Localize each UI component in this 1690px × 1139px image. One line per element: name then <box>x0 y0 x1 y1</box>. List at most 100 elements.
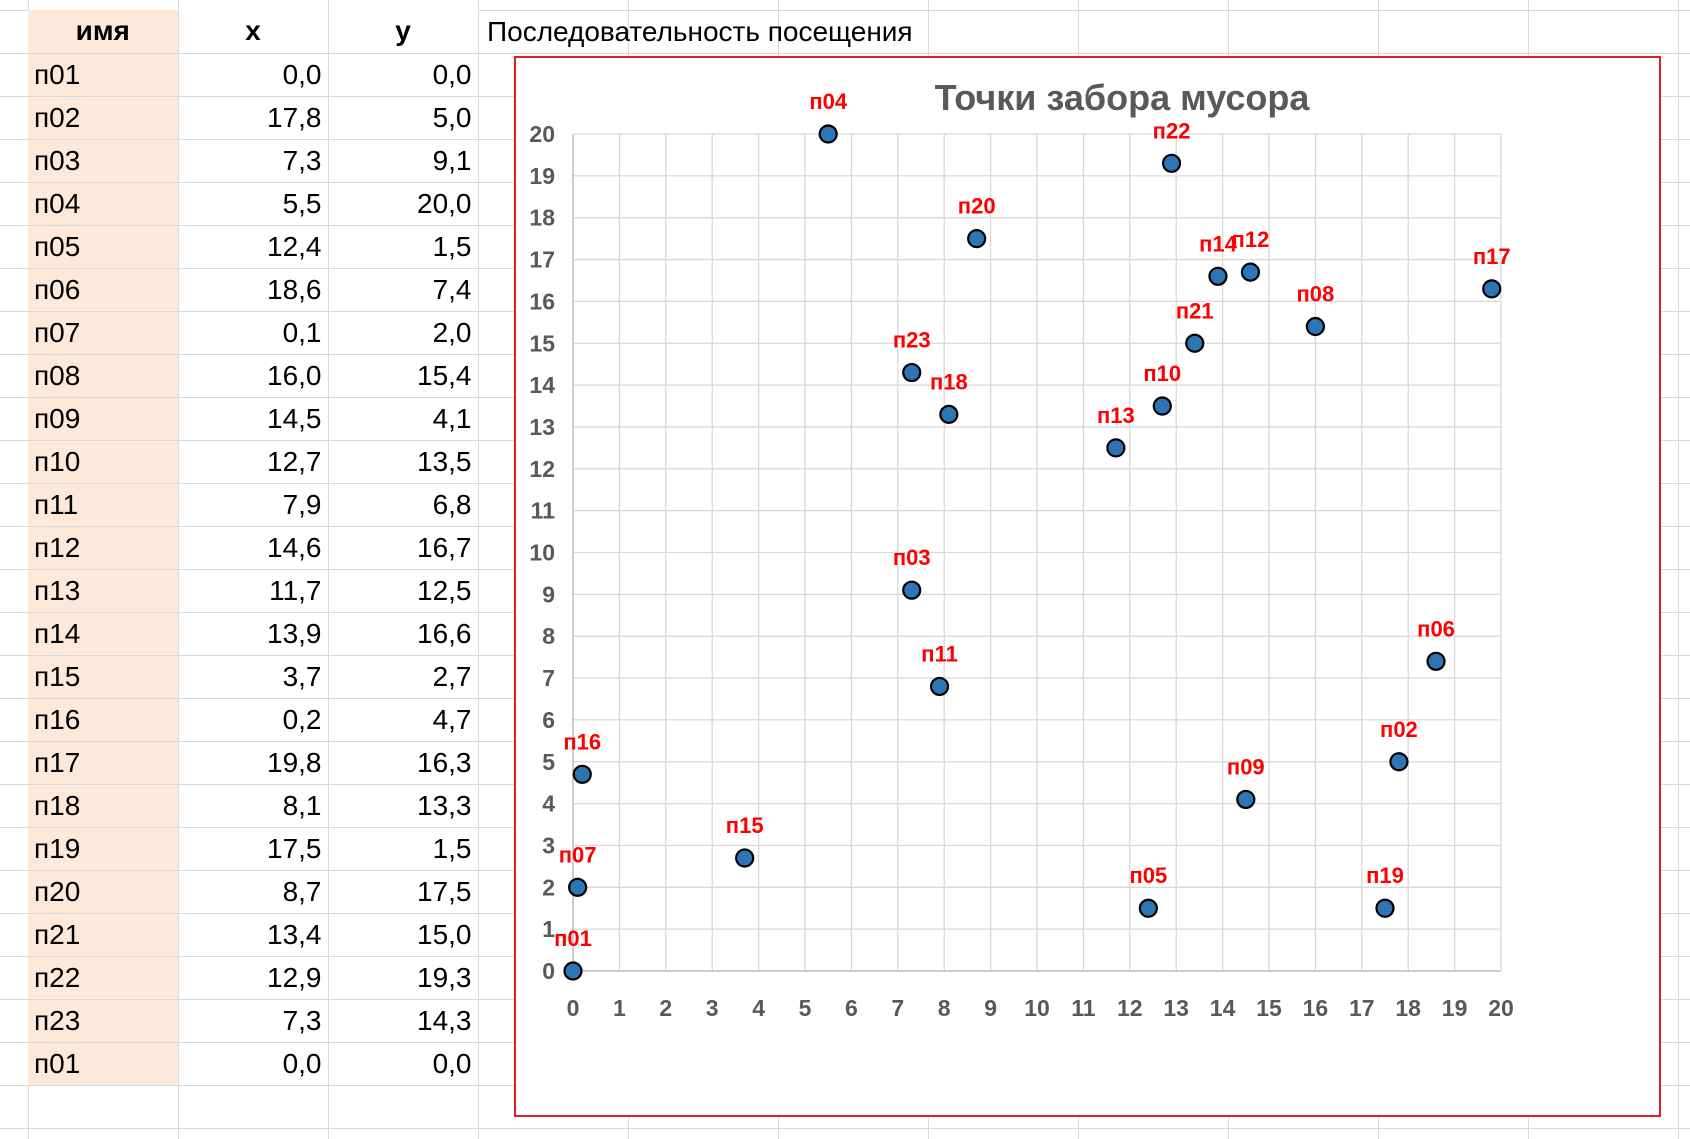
x-tick-label: 14 <box>1210 995 1236 1021</box>
header-x[interactable]: x <box>178 10 329 54</box>
chart-title[interactable]: Точки забора мусора <box>935 77 1311 118</box>
name-cell[interactable]: п06 <box>28 268 179 312</box>
y-cell[interactable]: 7,4 <box>328 268 479 312</box>
name-cell[interactable]: п20 <box>28 870 179 914</box>
name-cell[interactable]: п02 <box>28 96 179 140</box>
y-tick-label: 1 <box>542 916 555 942</box>
y-cell[interactable]: 14,3 <box>328 999 479 1043</box>
y-cell[interactable]: 2,7 <box>328 655 479 699</box>
y-cell[interactable]: 2,0 <box>328 311 479 355</box>
x-cell[interactable]: 0,0 <box>178 1042 329 1086</box>
x-cell[interactable]: 14,5 <box>178 397 329 441</box>
name-cell[interactable]: п09 <box>28 397 179 441</box>
name-cell[interactable]: п21 <box>28 913 179 957</box>
x-cell[interactable]: 13,9 <box>178 612 329 656</box>
y-cell[interactable]: 5,0 <box>328 96 479 140</box>
name-cell[interactable]: п23 <box>28 999 179 1043</box>
y-cell[interactable]: 0,0 <box>328 1042 479 1086</box>
name-cell[interactable]: п07 <box>28 311 179 355</box>
table-row: п15 3,7 2,7 <box>28 655 479 699</box>
header-y[interactable]: y <box>328 10 479 54</box>
x-cell[interactable]: 19,8 <box>178 741 329 785</box>
x-cell[interactable]: 12,4 <box>178 225 329 269</box>
x-cell[interactable]: 11,7 <box>178 569 329 613</box>
x-cell[interactable]: 8,7 <box>178 870 329 914</box>
y-cell[interactable]: 0,0 <box>328 53 479 97</box>
y-tick-label: 7 <box>542 665 555 691</box>
y-cell[interactable]: 1,5 <box>328 225 479 269</box>
data-label: п14 <box>1199 231 1238 256</box>
y-cell[interactable]: 16,7 <box>328 526 479 570</box>
y-tick-label: 4 <box>542 791 555 817</box>
y-cell[interactable]: 6,8 <box>328 483 479 527</box>
table-row: п14 13,9 16,6 <box>28 612 479 656</box>
x-tick-label: 11 <box>1071 995 1096 1021</box>
name-cell[interactable]: п01 <box>28 1042 179 1086</box>
x-cell[interactable]: 8,1 <box>178 784 329 828</box>
y-tick-label: 12 <box>529 456 555 482</box>
data-point <box>1426 651 1446 671</box>
x-tick-label: 3 <box>706 995 719 1021</box>
y-cell[interactable]: 19,3 <box>328 956 479 1000</box>
x-cell[interactable]: 3,7 <box>178 655 329 699</box>
name-cell[interactable]: п18 <box>28 784 179 828</box>
y-cell[interactable]: 15,0 <box>328 913 479 957</box>
header-name[interactable]: имя <box>28 10 179 54</box>
x-tick-label: 4 <box>752 995 765 1021</box>
y-cell[interactable]: 20,0 <box>328 182 479 226</box>
y-tick-label: 10 <box>529 540 555 566</box>
name-cell[interactable]: п01 <box>28 53 179 97</box>
x-cell[interactable]: 17,8 <box>178 96 329 140</box>
chart-area[interactable]: 0 1 2 3 4 5 6 7 8 9 10 11 12 13 14 15 16 17 18 19 20 0 1 2 3 4 5 6 7… <box>514 56 1661 1117</box>
x-cell[interactable]: 5,5 <box>178 182 329 226</box>
x-cell[interactable]: 18,6 <box>178 268 329 312</box>
name-cell[interactable]: п03 <box>28 139 179 183</box>
y-cell[interactable]: 12,5 <box>328 569 479 613</box>
y-cell[interactable]: 4,1 <box>328 397 479 441</box>
points-table[interactable]: имя x y п01 0,0 0,0 п02 17,8 5,0 п03 7,3 9,1 п04 5… <box>28 10 479 1086</box>
y-cell[interactable]: 13,5 <box>328 440 479 484</box>
y-tick-label: 17 <box>529 247 555 273</box>
route-header[interactable]: Последовательность посещения <box>487 16 913 47</box>
data-point <box>967 229 987 249</box>
y-cell[interactable]: 16,6 <box>328 612 479 656</box>
data-label: п03 <box>893 545 931 570</box>
y-cell[interactable]: 15,4 <box>328 354 479 398</box>
name-cell[interactable]: п15 <box>28 655 179 699</box>
x-cell[interactable]: 7,9 <box>178 483 329 527</box>
y-cell[interactable]: 16,3 <box>328 741 479 785</box>
y-cell[interactable]: 9,1 <box>328 139 479 183</box>
name-cell[interactable]: п16 <box>28 698 179 742</box>
x-cell[interactable]: 12,7 <box>178 440 329 484</box>
x-cell[interactable]: 7,3 <box>178 139 329 183</box>
x-cell[interactable]: 16,0 <box>178 354 329 398</box>
x-cell[interactable]: 0,2 <box>178 698 329 742</box>
x-cell[interactable]: 7,3 <box>178 999 329 1043</box>
data-point <box>818 124 838 144</box>
x-tick-label: 18 <box>1395 995 1421 1021</box>
x-cell[interactable]: 0,0 <box>178 53 329 97</box>
x-cell[interactable]: 12,9 <box>178 956 329 1000</box>
data-label: п20 <box>958 194 996 219</box>
y-cell[interactable]: 1,5 <box>328 827 479 871</box>
name-cell[interactable]: п17 <box>28 741 179 785</box>
name-cell[interactable]: п10 <box>28 440 179 484</box>
name-cell[interactable]: п12 <box>28 526 179 570</box>
x-cell[interactable]: 17,5 <box>178 827 329 871</box>
name-cell[interactable]: п19 <box>28 827 179 871</box>
name-cell[interactable]: п22 <box>28 956 179 1000</box>
data-point <box>1138 898 1158 918</box>
y-cell[interactable]: 17,5 <box>328 870 479 914</box>
y-cell[interactable]: 13,3 <box>328 784 479 828</box>
y-cell[interactable]: 4,7 <box>328 698 479 742</box>
name-cell[interactable]: п04 <box>28 182 179 226</box>
name-cell[interactable]: п05 <box>28 225 179 269</box>
x-cell[interactable]: 14,6 <box>178 526 329 570</box>
x-cell[interactable]: 13,4 <box>178 913 329 957</box>
name-cell[interactable]: п11 <box>28 483 179 527</box>
chart-point-labels: п01 п02 п03 п04 п05 п06 п07 п08 п09 п10 п11 п12 п13 п… <box>554 89 1510 951</box>
name-cell[interactable]: п14 <box>28 612 179 656</box>
name-cell[interactable]: п13 <box>28 569 179 613</box>
name-cell[interactable]: п08 <box>28 354 179 398</box>
x-cell[interactable]: 0,1 <box>178 311 329 355</box>
